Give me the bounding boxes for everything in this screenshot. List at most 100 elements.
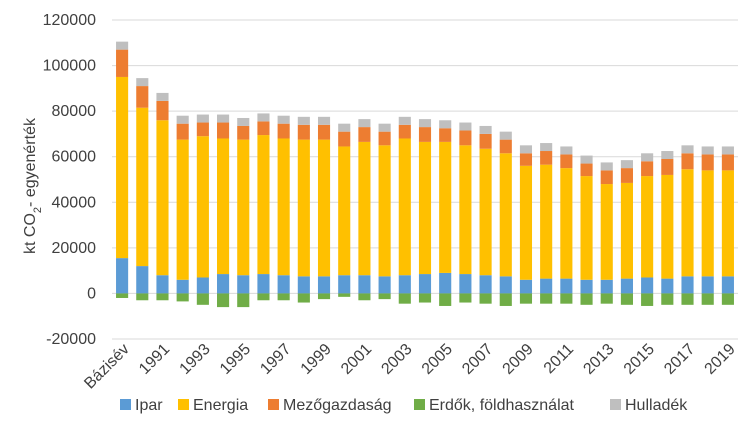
bar-segment (580, 176, 593, 280)
bar-segment (661, 278, 674, 294)
bar-segment (358, 127, 371, 142)
bar-segment (116, 49, 129, 77)
bar-segment (358, 141, 371, 276)
bar-segment (418, 274, 432, 294)
bar-segment (297, 116, 310, 125)
x-tick-label: 2017 (661, 341, 698, 378)
bar-segment (600, 170, 613, 185)
y-tick-label: 60000 (52, 149, 97, 166)
legend-swatch (178, 399, 189, 410)
bar-segment (176, 115, 189, 124)
bar-segment (479, 125, 492, 134)
bar-segment (439, 293, 452, 306)
bar-segment (156, 293, 169, 301)
bar-segment (439, 141, 452, 273)
bar-segment (277, 115, 290, 124)
bar-segment (358, 275, 371, 294)
bar-segment (540, 151, 553, 165)
bar-segment (479, 133, 492, 149)
bar-segment (499, 153, 512, 277)
bar-segment (116, 41, 129, 50)
bar-segment (338, 146, 351, 276)
bar-segment (519, 165, 533, 280)
bar-segment (398, 116, 411, 125)
bar-segment (378, 131, 391, 146)
bar-segment (479, 275, 492, 294)
x-tick-label: 2015 (621, 341, 658, 378)
bar-segment (217, 293, 230, 308)
legend-swatch (610, 399, 621, 410)
bar-segment (237, 139, 250, 276)
bar-segment (560, 293, 573, 304)
bar-segment (641, 176, 654, 278)
bar-segment (641, 293, 654, 306)
bar-segment (519, 279, 533, 294)
bar-segment (620, 182, 633, 279)
bar-segment (156, 275, 169, 294)
y-tick-label: 120000 (43, 12, 96, 29)
bar-segment (600, 184, 613, 280)
bar-segment (681, 169, 694, 277)
bar-segment (277, 275, 290, 294)
y-tick-label: 100000 (43, 58, 96, 75)
bar-segment (681, 145, 694, 154)
bar-segment (196, 122, 209, 137)
bar-segment (338, 123, 351, 132)
bar-segment (257, 274, 270, 294)
legend-swatch (120, 399, 131, 410)
bar-segment (358, 119, 371, 128)
bar-segment (600, 162, 613, 171)
x-tick-label: 2019 (702, 341, 739, 378)
bar-segment (560, 146, 573, 155)
y-tick-label: 40000 (52, 194, 97, 211)
x-tick-label: 1995 (217, 341, 254, 378)
bar-segment (317, 276, 331, 294)
bar-segment (459, 145, 472, 275)
bar-segment (701, 146, 714, 155)
bar-segment (156, 92, 169, 101)
x-tick-label: 1997 (257, 341, 294, 378)
bar-segment (540, 164, 553, 279)
legend-swatch (414, 399, 425, 410)
bar-segment (257, 293, 270, 301)
bar-segment (398, 275, 411, 294)
bar-segment (277, 123, 290, 139)
bar-segment (418, 119, 432, 128)
bar-segment (116, 293, 129, 298)
bar-segment (196, 293, 209, 305)
bar-segment (398, 293, 411, 304)
bar-segment (277, 293, 290, 301)
bar-segment (661, 158, 674, 175)
bar-segment (540, 143, 553, 152)
y-axis-title: kt CO2- egyenérték (22, 117, 44, 254)
bar-segment (641, 153, 654, 162)
x-tick-label: 1991 (136, 341, 173, 378)
bar-segment (418, 293, 432, 303)
bar-segment (297, 139, 310, 277)
bar-segment (620, 160, 633, 169)
bar-segment (317, 293, 331, 300)
bar-segment (540, 278, 553, 294)
bar-segment (237, 293, 250, 308)
x-tick-label: 1993 (177, 341, 214, 378)
bar-segment (338, 293, 351, 297)
bar-segment (499, 139, 512, 154)
bar-segment (317, 116, 331, 125)
bar-segment (701, 170, 714, 277)
x-tick-label: 2005 (419, 341, 456, 378)
bar-segment (217, 138, 230, 275)
bar-segment (156, 100, 169, 121)
bar-segment (681, 153, 694, 170)
bar-segment (116, 258, 129, 294)
bar-segment (176, 293, 189, 302)
legend-label: Hulladék (625, 397, 688, 414)
bar-segment (136, 86, 149, 108)
bar-segment (721, 154, 734, 171)
bar-segment (257, 121, 270, 136)
bar-segment (580, 155, 593, 164)
bar-segment (620, 278, 633, 294)
y-tick-label: -20000 (46, 331, 96, 348)
legend-label: Erdők, földhasználat (429, 397, 575, 414)
bar-segment (217, 114, 230, 123)
bar-segment (701, 293, 714, 305)
